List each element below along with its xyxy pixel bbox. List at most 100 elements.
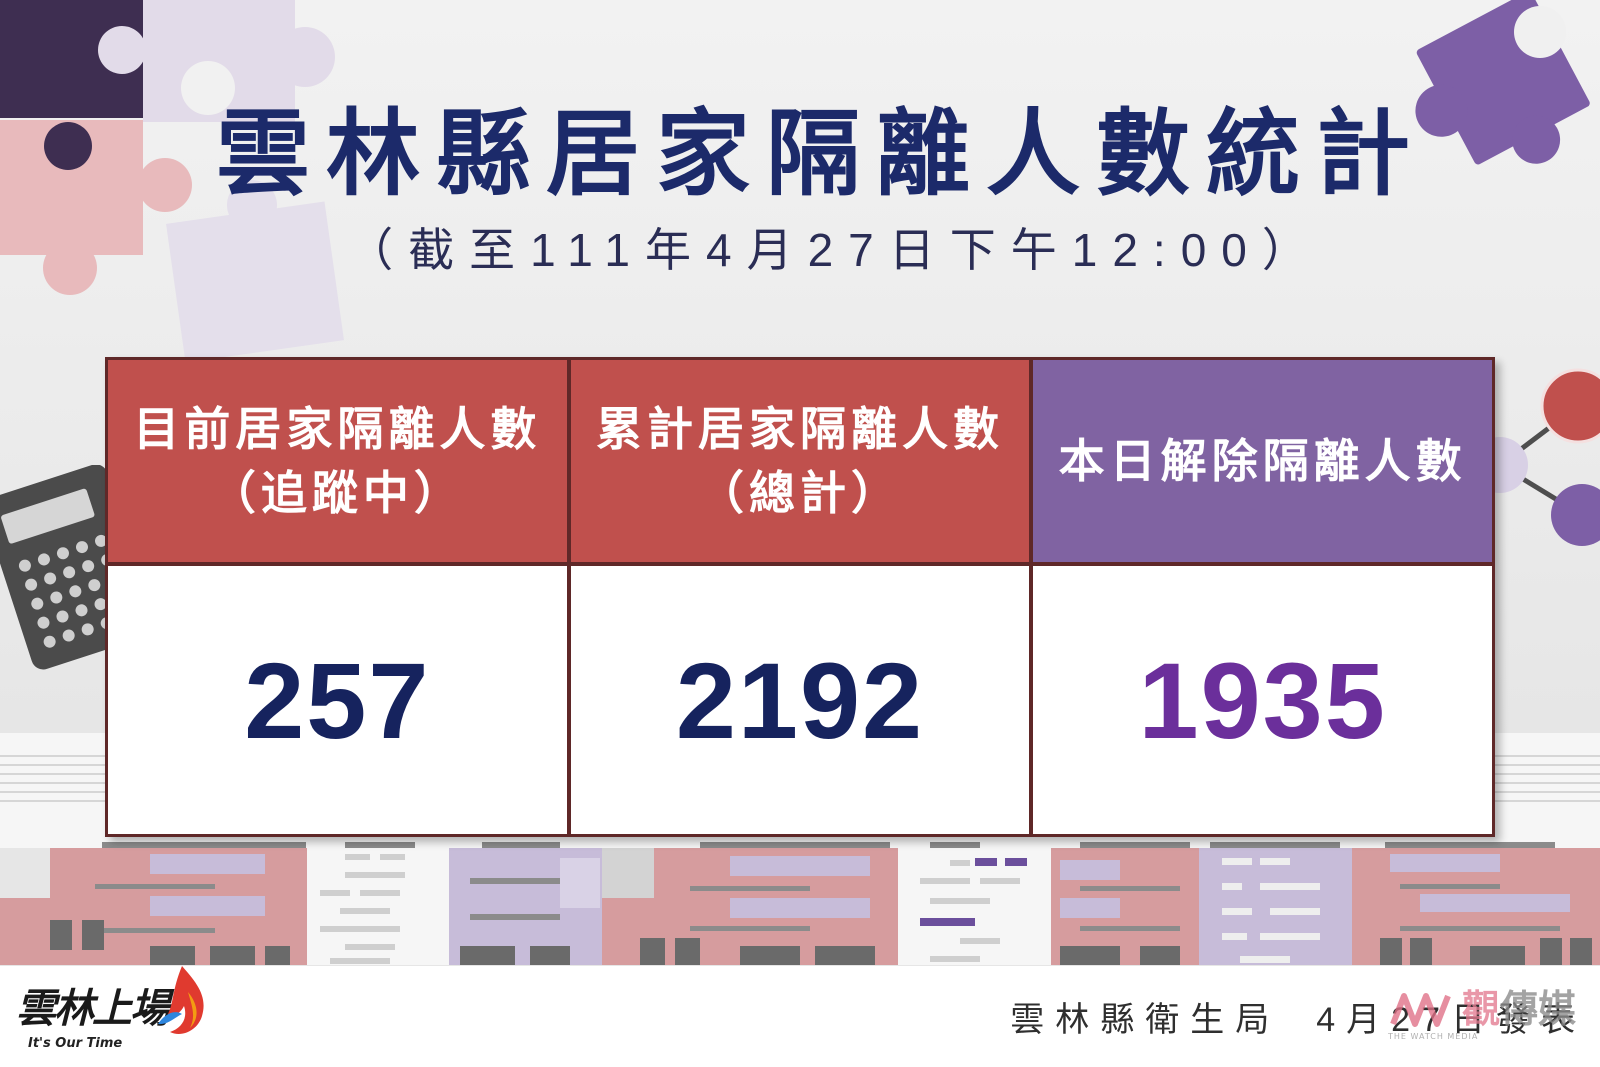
- header-label: 目前居家隔離人數: [133, 403, 542, 455]
- pink-puzzle-piece: [0, 120, 192, 295]
- building-window: [265, 946, 290, 965]
- background-stripes-right: [1495, 755, 1600, 805]
- building-window: [1570, 938, 1592, 965]
- building-block-lavender: [730, 856, 870, 876]
- building-panel-lavender: [560, 858, 600, 908]
- calculator-button: [62, 629, 75, 642]
- calculator-button: [82, 560, 95, 573]
- watermark-name: 觀傳媒: [1462, 989, 1577, 1031]
- building-dash-white: [1260, 883, 1320, 890]
- molecule-atom-red: [1540, 368, 1600, 444]
- building-dash: [360, 890, 400, 896]
- molecule-atom-purple: [1551, 484, 1600, 546]
- calculator-button: [69, 585, 82, 598]
- building-stripe: [470, 914, 560, 920]
- header-sublabel: （追蹤中）: [209, 467, 465, 519]
- calculator-button: [56, 610, 69, 623]
- building-window: [210, 946, 255, 965]
- building-dash: [980, 878, 1020, 884]
- building-stripe: [1400, 884, 1500, 889]
- building-window: [640, 938, 665, 965]
- calculator-button: [31, 597, 44, 610]
- building-stripe: [95, 928, 215, 933]
- calculator-button: [50, 591, 63, 604]
- puzzle-hole: [1514, 6, 1566, 58]
- building-block-gray: [602, 848, 654, 898]
- calculator-button: [75, 604, 88, 617]
- building-dash-white: [1260, 858, 1290, 865]
- puzzle-pieces-top-left: [0, 0, 344, 360]
- building-stripe: [470, 878, 560, 884]
- puzzle-hole: [181, 61, 235, 115]
- building-stripe: [102, 842, 306, 848]
- watermark: 觀傳媒 THE WATCH MEDIA: [1388, 982, 1588, 1048]
- building-dash: [345, 854, 370, 860]
- building-dash-white: [1240, 956, 1290, 963]
- calculator-button: [75, 541, 88, 554]
- building-window: [1410, 938, 1432, 965]
- calculator-button: [44, 572, 57, 585]
- calculator-icon: [0, 465, 110, 670]
- building-block-lavender: [150, 896, 265, 916]
- building-dash-purple: [975, 858, 997, 866]
- building-stripe: [1080, 926, 1180, 931]
- calculator-button: [94, 598, 107, 611]
- building-window: [1140, 946, 1180, 965]
- building-window: [1540, 938, 1562, 965]
- building-dash: [930, 956, 980, 962]
- building-window: [675, 938, 700, 965]
- calculator-button: [56, 547, 69, 560]
- building-block-lavender: [1060, 860, 1120, 880]
- building-dash: [320, 890, 350, 896]
- building-window: [1060, 946, 1120, 965]
- building-block-lavender: [1390, 854, 1500, 872]
- calculator-button: [18, 559, 31, 572]
- statistics-table: 目前居家隔離人數 （追蹤中） 累計居家隔離人數 （總計） 本日解除隔離人數 25…: [105, 357, 1495, 837]
- building-stripe: [690, 926, 810, 931]
- building-block-pink: [0, 898, 50, 965]
- calculator-button: [63, 566, 76, 579]
- value-current-quarantine: 257: [108, 566, 567, 834]
- building-block-lavender: [150, 854, 265, 874]
- building-dash: [330, 958, 390, 964]
- building-window: [50, 920, 72, 950]
- page-title: 雲林縣居家隔離人數統計: [215, 101, 1426, 206]
- building-stripe: [690, 886, 810, 891]
- logo-wordmark: 雲林上場: [16, 985, 170, 1032]
- building-block-lavender: [1060, 898, 1120, 918]
- building-stripe: [1080, 886, 1180, 891]
- header-sublabel: （總計）: [697, 467, 902, 519]
- building-stripe: [700, 842, 890, 848]
- building-dash-purple: [920, 918, 975, 926]
- lavender-puzzle-knob: [98, 26, 146, 74]
- header-cumulative-quarantine: 累計居家隔離人數 （總計）: [570, 360, 1030, 562]
- watermark-tagline: THE WATCH MEDIA: [1388, 1032, 1479, 1041]
- building-window: [150, 946, 195, 965]
- wm-logo-icon: [1390, 993, 1451, 1027]
- value-cumulative-quarantine: 2192: [570, 566, 1030, 834]
- building-stripe: [930, 842, 980, 848]
- calculator-button: [81, 623, 94, 636]
- building-window: [1470, 946, 1525, 965]
- value-released-today: 1935: [1033, 566, 1492, 834]
- building-window: [460, 946, 515, 965]
- building-dash-white: [1260, 933, 1320, 940]
- building-dash: [930, 898, 990, 904]
- header-released-today: 本日解除隔離人數: [1033, 360, 1492, 562]
- logo-tagline: It's Our Time: [28, 1036, 123, 1051]
- building-stripe: [1400, 926, 1560, 931]
- building-dash: [345, 944, 395, 950]
- building-dash: [320, 926, 400, 932]
- building-window: [82, 920, 104, 950]
- building-stripe: [1080, 842, 1190, 848]
- building-stripe: [482, 842, 560, 848]
- building-block-lavender: [1199, 848, 1352, 965]
- building-dash-white: [1222, 883, 1242, 890]
- building-dash-purple: [1005, 858, 1027, 866]
- building-dash: [950, 860, 970, 866]
- building-window: [530, 946, 570, 965]
- flame-icon: [158, 966, 204, 1035]
- building-dash-white: [1270, 908, 1320, 915]
- header-label: 本日解除隔離人數: [1058, 435, 1467, 487]
